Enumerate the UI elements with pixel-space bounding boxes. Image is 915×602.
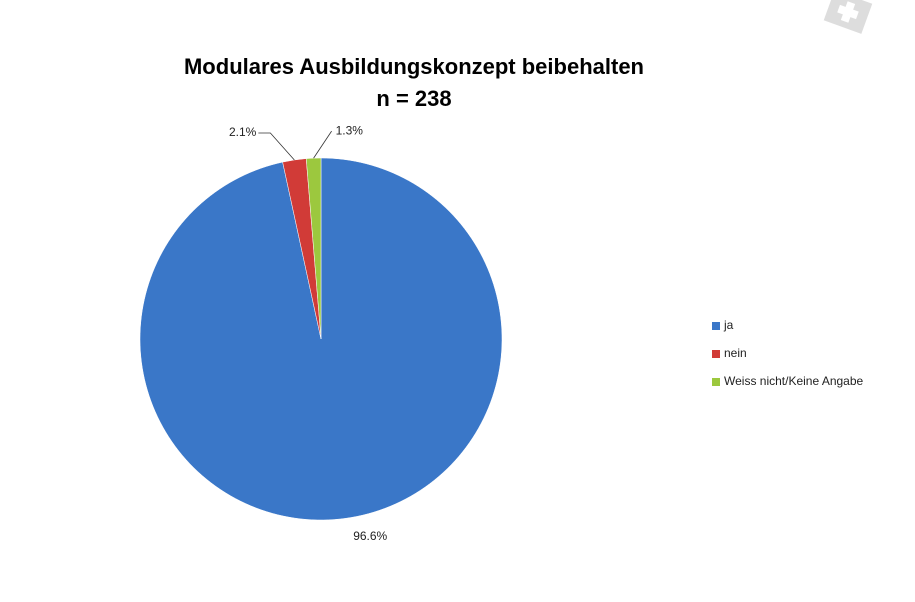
- leader-line: [258, 132, 295, 161]
- chart-title: Modulares Ausbildungskonzept beibehalten: [184, 54, 644, 79]
- legend-label: Weiss nicht/Keine Angabe: [724, 374, 864, 388]
- logo: [823, 0, 873, 34]
- legend-swatch: [712, 350, 720, 358]
- legend-swatch: [712, 378, 720, 386]
- logo-cross: [837, 1, 859, 23]
- legend-swatch: [712, 322, 720, 330]
- legend-label: ja: [723, 318, 734, 332]
- data-label: 2.1%: [229, 125, 257, 139]
- leader-line: [313, 130, 332, 159]
- legend-label: nein: [724, 346, 747, 360]
- data-label: 1.3%: [336, 123, 364, 137]
- data-label: 96.6%: [353, 529, 387, 543]
- chart-subtitle: n = 238: [376, 86, 451, 111]
